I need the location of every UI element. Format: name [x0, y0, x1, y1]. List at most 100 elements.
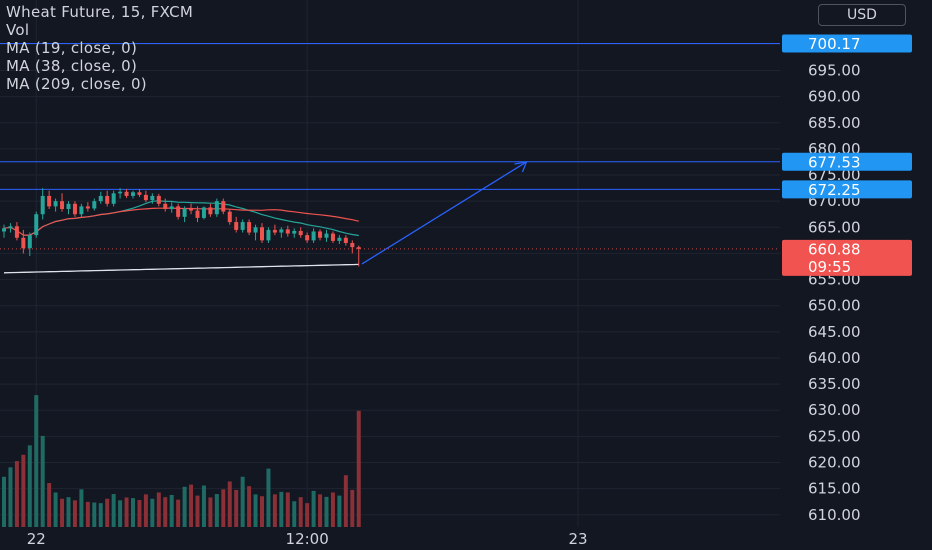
- candle-body: [8, 226, 13, 229]
- candle-body: [176, 206, 181, 217]
- price-tick-label: 635.00: [808, 375, 861, 393]
- horizontal-lines[interactable]: [0, 42, 780, 250]
- volume-bar: [105, 498, 110, 527]
- trend-line[interactable]: [361, 161, 528, 265]
- volume-bar: [92, 502, 97, 527]
- volume-bar: [143, 494, 148, 527]
- volume-bar: [111, 494, 116, 527]
- volume-bar: [79, 489, 84, 527]
- volume-bars: [2, 395, 361, 527]
- candle-body: [343, 237, 348, 243]
- volume-bar: [240, 476, 245, 527]
- price-tick-label: 640.00: [808, 349, 861, 367]
- candle-body: [221, 201, 226, 212]
- candle-body: [247, 222, 252, 233]
- time-axis-bg: [0, 527, 780, 550]
- volume-bar: [47, 483, 52, 527]
- volume-bar: [234, 489, 239, 527]
- volume-bar: [253, 494, 258, 527]
- volume-bar: [124, 497, 129, 527]
- volume-bar: [343, 475, 348, 527]
- candle-body: [266, 229, 271, 241]
- volume-bar: [214, 494, 219, 527]
- candle-body: [111, 193, 116, 204]
- volume-bar: [131, 498, 135, 527]
- volume-bar: [2, 476, 6, 527]
- price-tick-label: 650.00: [808, 297, 861, 315]
- candle-body: [279, 229, 284, 233]
- candle-body: [92, 201, 97, 209]
- price-tick-label: 685.00: [808, 114, 861, 132]
- candle-body: [85, 206, 90, 209]
- price-tick-label: 615.00: [808, 480, 861, 498]
- volume-bar: [350, 489, 355, 527]
- volume-bar: [227, 481, 232, 527]
- candle-body: [2, 228, 6, 232]
- candle-body: [318, 231, 323, 238]
- volume-bar: [189, 484, 194, 527]
- volume-bar: [195, 495, 200, 527]
- moving-averages: [3, 200, 359, 274]
- candle-body: [14, 226, 19, 238]
- volume-bar: [118, 500, 123, 527]
- volume-bar: [356, 410, 361, 527]
- candle-body: [156, 195, 161, 204]
- candle-body: [163, 203, 168, 210]
- price-tick-label: 630.00: [808, 401, 861, 419]
- candle-body: [240, 222, 245, 230]
- candle-body: [208, 207, 213, 215]
- volume-bar: [311, 490, 316, 527]
- candle-body: [98, 195, 103, 202]
- hline-price-tag-bg: [782, 180, 912, 199]
- time-tick-label: 23: [569, 530, 588, 548]
- candle-body: [40, 195, 45, 215]
- volume-bar: [150, 498, 155, 527]
- candle-body: [330, 233, 335, 241]
- volume-bar: [266, 468, 271, 527]
- candle-body: [79, 206, 84, 215]
- candle-body: [118, 191, 123, 194]
- candle-body: [53, 201, 58, 207]
- candle-body: [47, 195, 52, 207]
- volume-bar: [285, 492, 290, 527]
- hline-price-tag: 672.25: [808, 181, 861, 199]
- volume-bar: [272, 494, 277, 527]
- volume-bar: [8, 467, 13, 527]
- currency-button[interactable]: USD: [818, 4, 906, 26]
- candle-body: [27, 235, 32, 249]
- hline-price-tag-bg: [782, 152, 912, 171]
- candle-body: [260, 227, 264, 241]
- time-axis[interactable]: 22 12:00 23: [0, 527, 780, 550]
- volume-bar: [34, 395, 39, 527]
- price-tick-label: 690.00: [808, 88, 861, 106]
- hline-price-tag: 700.17: [808, 35, 861, 53]
- volume-bar: [85, 501, 90, 527]
- candle-body: [272, 229, 277, 233]
- candle-body: [189, 209, 194, 211]
- volume-bar: [292, 501, 297, 527]
- current-price-tag-bg: [782, 239, 912, 276]
- candle-body: [169, 206, 174, 210]
- candle-body: [182, 209, 187, 217]
- candle-body: [356, 247, 361, 249]
- volume-bar: [40, 435, 45, 527]
- price-tick-label: 610.00: [808, 506, 861, 524]
- volume-bar: [279, 491, 284, 527]
- trend-line-segment: [361, 161, 527, 265]
- current-price-tag: 660.88: [808, 240, 861, 258]
- candle-body: [337, 237, 342, 241]
- hline-price-tag-bg: [782, 34, 912, 53]
- price-tick-label: 620.00: [808, 454, 861, 472]
- candle-body: [60, 201, 65, 210]
- candle-body: [214, 201, 219, 215]
- volume-bar: [208, 497, 213, 527]
- candle-body: [305, 235, 310, 241]
- price-tick-label: 665.00: [808, 218, 861, 236]
- volume-bar: [66, 497, 71, 527]
- volume-bar: [60, 498, 65, 527]
- candle-body: [227, 211, 232, 223]
- candle-body: [34, 214, 39, 236]
- volume-bar: [324, 496, 329, 527]
